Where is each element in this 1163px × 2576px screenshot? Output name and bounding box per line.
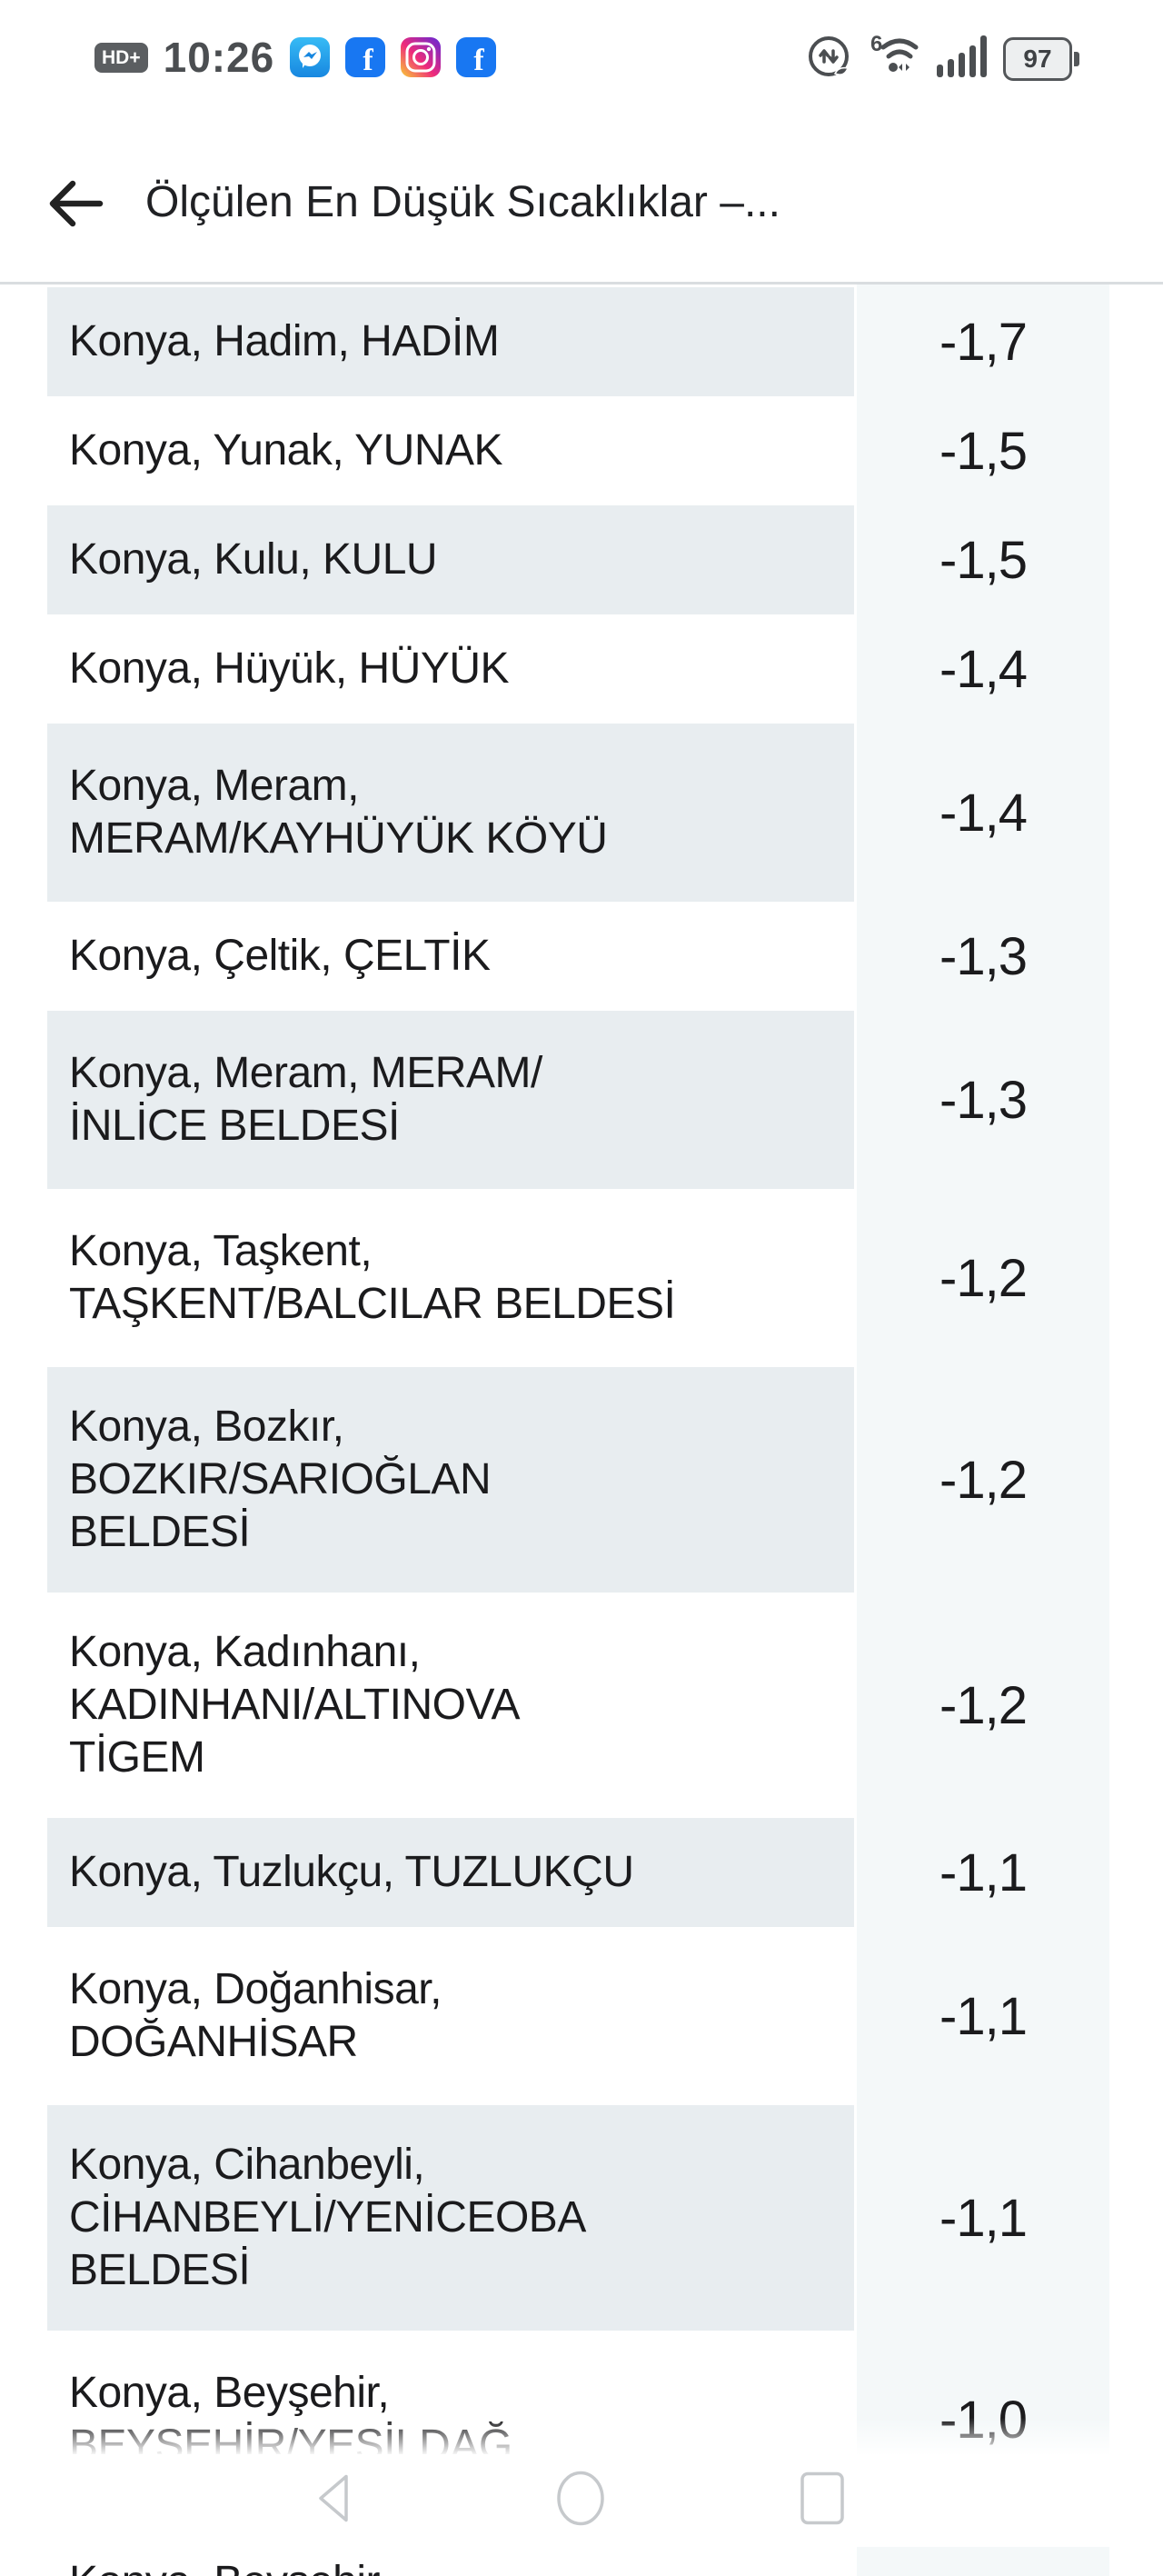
temperature-value-cell: -1,4 <box>939 783 1028 843</box>
facebook-icon: f <box>345 37 386 77</box>
status-time: 10:26 <box>163 34 275 81</box>
signal-strength-icon <box>937 34 989 84</box>
station-name-cell: Konya, Doğanhisar, DOĞANHİSAR <box>47 1927 854 2105</box>
svg-text:f: f <box>474 44 485 77</box>
station-name-cell: Konya, Hüyük, HÜYÜK <box>47 614 854 724</box>
table-row[interactable]: Konya, Yunak, YUNAK -1,5 <box>0 396 1163 505</box>
header-divider <box>0 282 1163 285</box>
station-name-cell: Konya, Bozkır, BOZKIR/SARIOĞLAN BELDESİ <box>47 1367 854 1593</box>
navigation-bar <box>0 2454 1163 2547</box>
app-header: Ölçülen En Düşük Sıcaklıklar –... <box>0 136 1163 273</box>
table-row[interactable]: Konya, Tuzlukçu, TUZLUKÇU -1,1 <box>0 1818 1163 1927</box>
temperature-value-cell: -1,7 <box>939 312 1028 372</box>
table-row[interactable]: Konya, Meram, MERAM/KAYHÜYÜK KÖYÜ -1,4 <box>0 724 1163 902</box>
table-row[interactable]: Konya, Meram, MERAM/ İNLİCE BELDESİ -1,3 <box>0 1011 1163 1189</box>
table-row[interactable]: Konya, Hadim, HADİM -1,7 <box>0 287 1163 396</box>
station-name-cell: Konya, Kadınhanı, KADINHANI/ALTINOVA TİG… <box>47 1593 854 1818</box>
station-name-cell: Konya, Meram, MERAM/ İNLİCE BELDESİ <box>47 1011 854 1189</box>
svg-text:f: f <box>363 44 374 77</box>
nav-back-icon[interactable] <box>312 2470 363 2532</box>
temperature-value-cell: -1,2 <box>939 1675 1028 1735</box>
wifi6-icon: 6 <box>865 31 923 86</box>
station-name-cell: Konya, Meram, MERAM/KAYHÜYÜK KÖYÜ <box>47 724 854 902</box>
hd-plus-badge: HD+ <box>94 42 148 73</box>
instagram-icon <box>401 37 442 77</box>
table-row[interactable]: Konya, Kadınhanı, KADINHANI/ALTINOVA TİG… <box>0 1593 1163 1818</box>
station-name-cell: Konya, Cihanbeyli, CİHANBEYLİ/YENİCEOBA … <box>47 2105 854 2331</box>
nav-home-icon[interactable] <box>553 2470 608 2532</box>
temperature-value-cell: -1,3 <box>939 1070 1028 1130</box>
battery-percent: 97 <box>1003 36 1072 81</box>
table-row[interactable]: Konya, Cihanbeyli, CİHANBEYLİ/YENİCEOBA … <box>0 2105 1163 2331</box>
table-row[interactable]: Konya, Taşkent, TAŞKENT/BALCILAR BELDESİ… <box>0 1189 1163 1367</box>
messenger-icon <box>290 37 331 77</box>
station-name-cell: Konya, Kulu, KULU <box>47 505 854 614</box>
battery-nub <box>1074 51 1079 66</box>
nav-recents-icon[interactable] <box>797 2470 848 2532</box>
facebook-icon: f <box>456 37 497 77</box>
status-bar: HD+ 10:26 f <box>0 0 1163 100</box>
table-row[interactable]: Konya, Kulu, KULU -1,5 <box>0 505 1163 614</box>
station-name-cell: Konya, Hadim, HADİM <box>47 287 854 396</box>
nav-bar-scrim <box>0 2418 1163 2456</box>
wifi-standard-6: 6 <box>870 32 882 56</box>
station-name-cell: Konya, Tuzlukçu, TUZLUKÇU <box>47 1818 854 1927</box>
table-row[interactable]: Konya, Çeltik, ÇELTİK -1,3 <box>0 902 1163 1011</box>
table-row[interactable]: Konya, Bozkır, BOZKIR/SARIOĞLAN BELDESİ … <box>0 1367 1163 1593</box>
temperature-value-cell: -1,3 <box>939 926 1028 986</box>
temperature-value-cell: -1,5 <box>939 530 1028 590</box>
back-button[interactable] <box>40 169 109 238</box>
station-name-cell: Konya, Çeltik, ÇELTİK <box>47 902 854 1011</box>
temperature-value-cell: -1,4 <box>939 639 1028 699</box>
station-name-cell: Konya, Yunak, YUNAK <box>47 396 854 505</box>
temperature-value-cell: -1,2 <box>939 1450 1028 1510</box>
power-saving-icon <box>806 34 851 84</box>
page-title: Ölçülen En Düşük Sıcaklıklar –... <box>145 178 780 226</box>
battery-indicator: 97 <box>1003 36 1079 81</box>
station-name-cell: Konya, Taşkent, TAŞKENT/BALCILAR BELDESİ <box>47 1189 854 1367</box>
temperature-value-cell: -1,1 <box>939 2188 1028 2248</box>
temperature-table: Konya, Hadim, HADİM -1,7 Konya, Yunak, Y… <box>0 287 1163 2576</box>
temperature-value-cell: -1,1 <box>939 1986 1028 2046</box>
table-row[interactable]: Konya, Hüyük, HÜYÜK -1,4 <box>0 614 1163 724</box>
temperature-value-cell: -1,5 <box>939 421 1028 481</box>
value-column-background <box>857 285 1109 2576</box>
temperature-value-cell: -1,1 <box>939 1842 1028 1902</box>
table-row[interactable]: Konya, Doğanhisar, DOĞANHİSAR -1,1 <box>0 1927 1163 2105</box>
temperature-value-cell: -1,2 <box>939 1248 1028 1308</box>
